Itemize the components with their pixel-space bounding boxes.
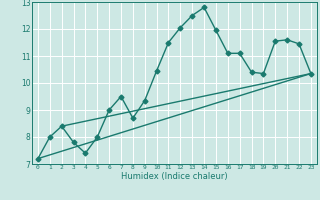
X-axis label: Humidex (Indice chaleur): Humidex (Indice chaleur) — [121, 172, 228, 181]
